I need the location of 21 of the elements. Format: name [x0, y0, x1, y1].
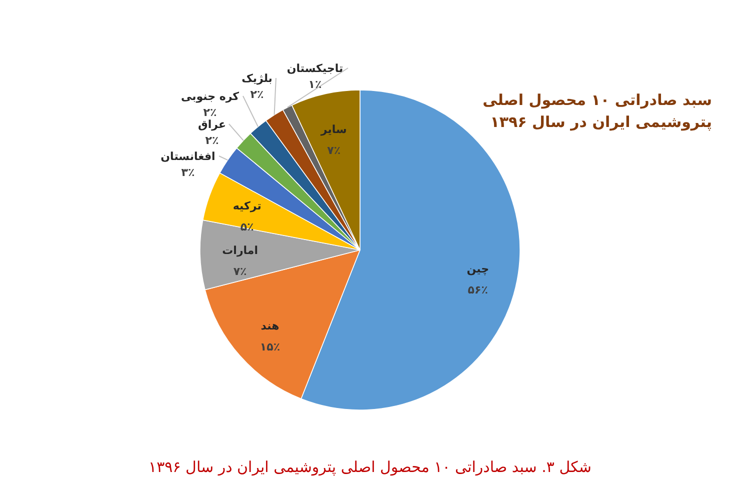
slice-label: چین	[466, 262, 490, 276]
slice-label: ترکیه	[232, 199, 262, 212]
data-label: ۲٪	[250, 88, 264, 101]
slice-label: هند	[260, 319, 280, 332]
data-label: ۳٪	[181, 166, 195, 179]
slice-label: عراق	[198, 118, 226, 131]
slice-label: بلژیک	[242, 72, 272, 85]
text: سبد صادراتی ۱۰ محصول اصلی پتروشیمی ایران در سال ۱۳۹۶	[482, 91, 712, 131]
data-label: ۷٪	[233, 264, 247, 278]
slice-label: سایر	[320, 122, 347, 136]
data-label: ۲٪	[203, 106, 217, 119]
data-label: ۱٪	[308, 78, 322, 91]
text: شکل ۳. سبد صادراتی ۱۰ محصول اصلی پتروشیمی ایران در سال ۱۳۹۶	[148, 458, 592, 476]
data-label: ۱۵٪	[260, 340, 280, 354]
data-label: ۵۶٪	[468, 283, 488, 296]
slice-label: کره جنوبی	[180, 90, 240, 103]
slice-label: افغانستان	[160, 150, 216, 163]
slice-label: امارات	[222, 244, 258, 257]
data-label: ۲٪	[205, 134, 219, 147]
slice-label: تاجیکستان	[286, 62, 344, 75]
data-label: ۷٪	[327, 144, 341, 157]
